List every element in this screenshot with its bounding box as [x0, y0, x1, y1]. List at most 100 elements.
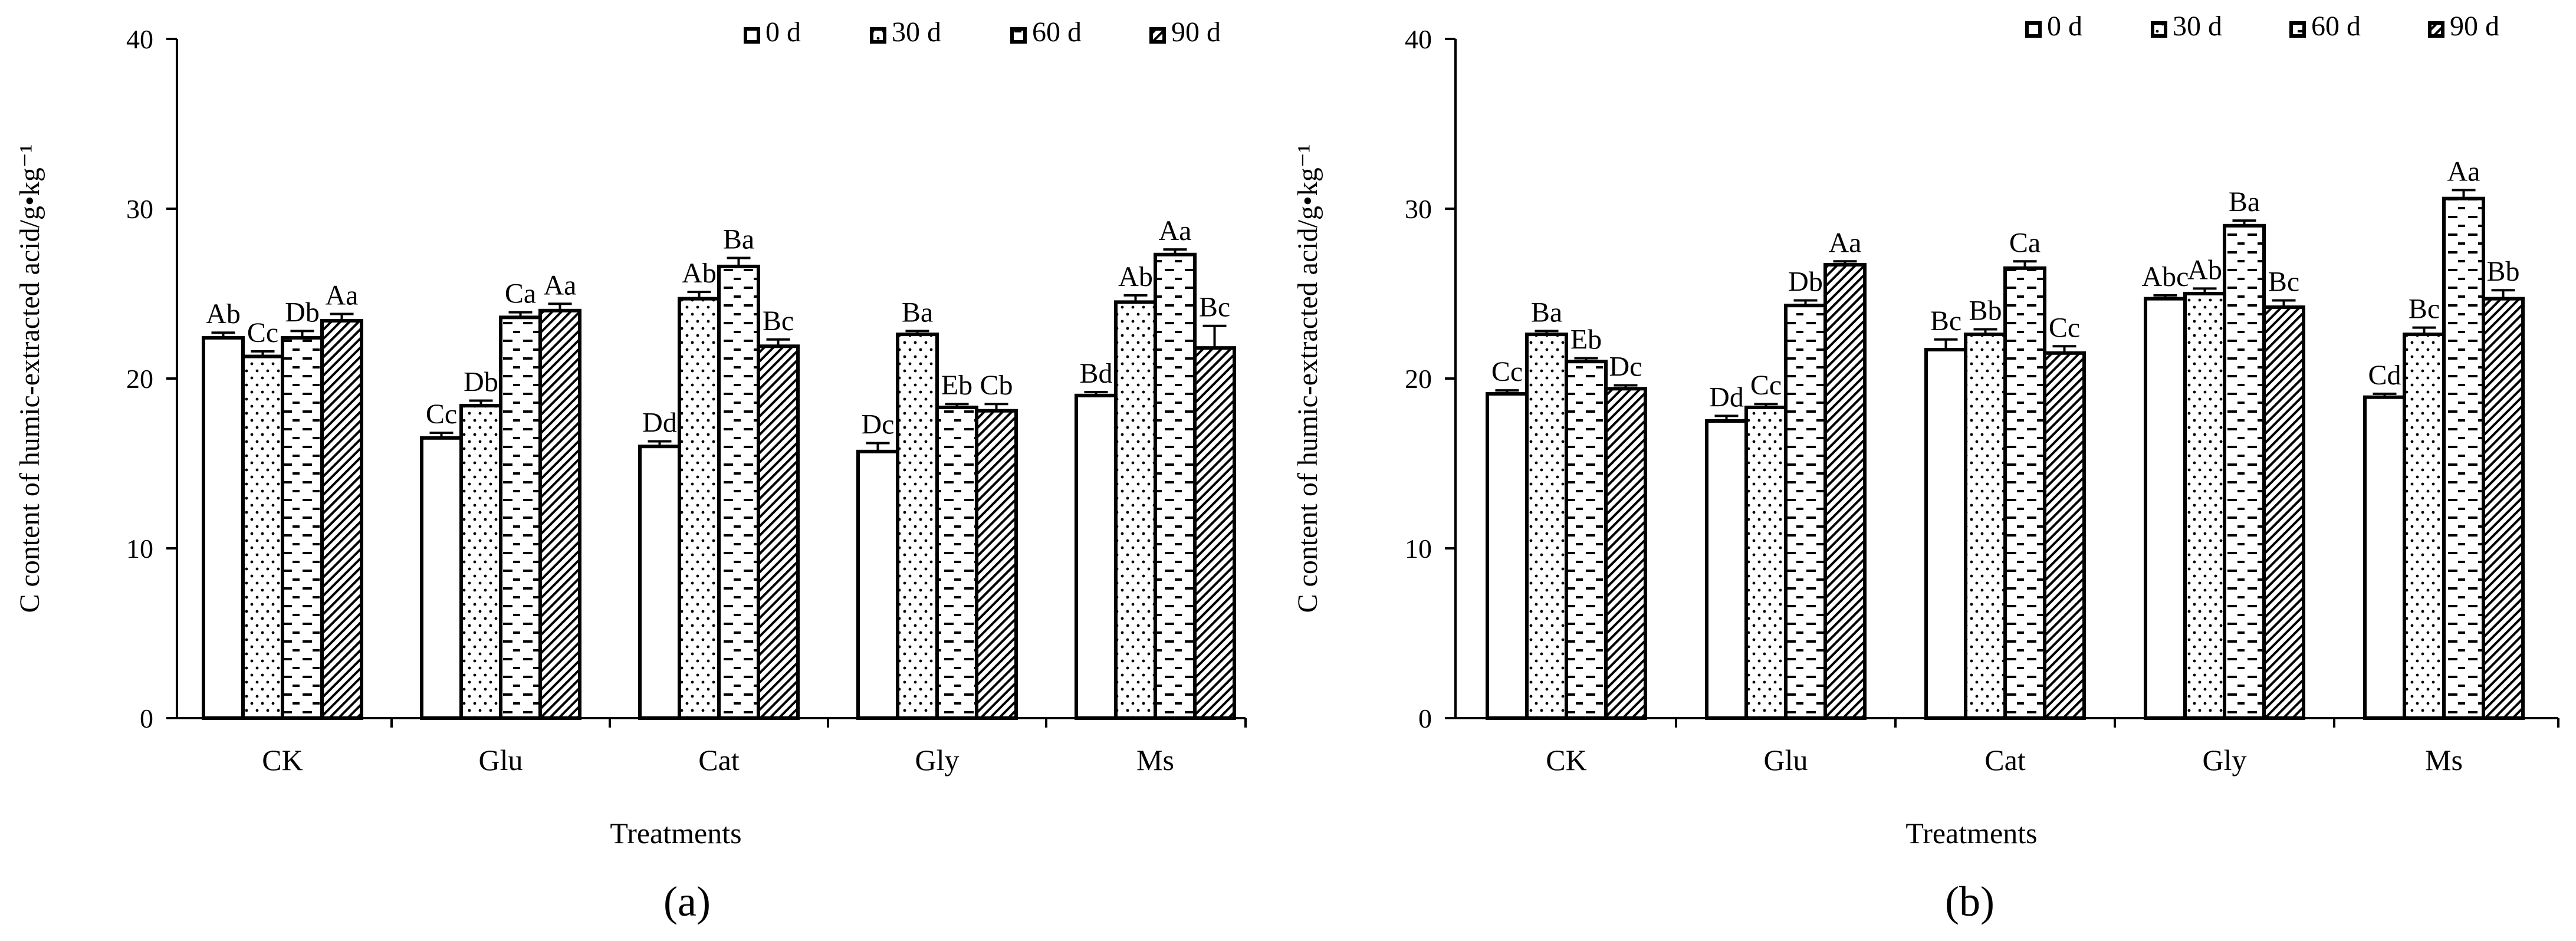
bar: [420, 436, 463, 720]
bar: [2442, 196, 2485, 720]
bar: [202, 335, 245, 720]
bar: [499, 315, 542, 720]
bar: [1823, 263, 1867, 720]
bar: [717, 264, 760, 720]
significance-label: Dc: [1609, 351, 1642, 383]
y-tick-label: 10: [1405, 534, 1432, 564]
bar: [281, 335, 324, 720]
significance-label: Dd: [1709, 381, 1744, 413]
bar: [1705, 419, 1748, 720]
legend-swatch: [2289, 21, 2306, 38]
bar: [638, 445, 681, 720]
significance-label: Bc: [2409, 294, 2440, 325]
legend-label: 60 d: [2311, 11, 2361, 42]
bar: [1193, 346, 1236, 720]
bar: [975, 409, 1018, 720]
x-axis-title: Treatments: [1905, 817, 2037, 850]
y-tick-label: 40: [1405, 24, 1432, 54]
y-tick-label: 0: [140, 703, 153, 733]
significance-label: Cc: [2049, 312, 2080, 343]
bar: [1604, 387, 1647, 720]
significance-label: Cd: [2368, 360, 2401, 391]
significance-label: Cb: [980, 370, 1013, 401]
bar: [1486, 391, 1529, 720]
y-tick-label: 30: [1405, 194, 1432, 224]
category-label: Cat: [1984, 743, 2026, 777]
bar: [2144, 297, 2187, 720]
bar: [1565, 360, 1608, 720]
significance-label: Bc: [1199, 292, 1230, 323]
significance-label: Dd: [642, 407, 677, 439]
bar: [896, 333, 939, 720]
category-label: Glu: [1764, 743, 1808, 777]
significance-label: Ca: [2009, 227, 2041, 258]
legend-swatch: [2025, 21, 2042, 38]
legend-label: 60 d: [1032, 17, 1082, 48]
bar: [320, 319, 363, 720]
bar: [1964, 333, 2007, 720]
category-label: Ms: [1136, 743, 1174, 777]
legend-label: 0 d: [2047, 11, 2082, 42]
category-label: Glu: [479, 743, 523, 777]
y-tick-label: 20: [1405, 364, 1432, 394]
significance-label: Cc: [1491, 356, 1523, 387]
x-axis-title: Treatments: [610, 817, 741, 850]
bar: [2003, 266, 2046, 720]
significance-label: Ab: [2187, 254, 2222, 285]
significance-label: Eb: [941, 370, 972, 401]
category-label: CK: [1546, 743, 1586, 777]
significance-label: Cc: [247, 317, 278, 348]
legend-swatch: [2428, 21, 2444, 38]
bar: [241, 354, 284, 720]
significance-label: Ca: [505, 278, 536, 310]
panel-label: (a): [663, 878, 711, 925]
significance-label: Aa: [326, 280, 359, 311]
category-label: Ms: [2425, 743, 2463, 777]
bar: [2482, 297, 2525, 720]
legend-swatch: [1149, 27, 1166, 44]
y-tick-label: 10: [126, 534, 153, 564]
significance-label: Bb: [1969, 295, 2002, 326]
significance-label: Bc: [763, 305, 794, 337]
significance-label: Aa: [2447, 156, 2480, 187]
bar: [538, 308, 581, 720]
bar: [935, 405, 978, 720]
panel-label: (b): [1945, 878, 1995, 925]
bar: [1924, 348, 1967, 720]
bar: [678, 297, 721, 720]
category-label: Cat: [698, 743, 740, 777]
bar: [2363, 395, 2406, 720]
category-label: CK: [262, 743, 303, 777]
legend-swatch: [744, 27, 760, 44]
y-tick-label: 0: [1418, 703, 1432, 733]
y-tick-label: 40: [126, 24, 153, 54]
bar: [1784, 304, 1827, 720]
bar: [1154, 252, 1197, 720]
bar: [1525, 333, 1568, 720]
significance-label: Abc: [2142, 261, 2189, 292]
significance-label: Cc: [1750, 370, 1782, 401]
significance-label: Ba: [902, 297, 933, 328]
significance-label: Aa: [1829, 227, 1862, 258]
bar: [1075, 393, 1118, 720]
legend-swatch: [870, 27, 886, 44]
significance-label: Ab: [1118, 261, 1153, 292]
significance-label: Cc: [426, 399, 457, 430]
legend-label: 90 d: [2450, 11, 2499, 42]
y-tick-label: 20: [126, 364, 153, 394]
bar: [2043, 351, 2086, 720]
bar: [856, 449, 899, 720]
significance-label: Aa: [544, 269, 577, 301]
significance-label: Bb: [2486, 256, 2519, 287]
significance-label: Db: [464, 366, 498, 397]
bar: [459, 404, 502, 720]
significance-label: Bc: [2268, 266, 2299, 298]
significance-label: Dc: [862, 409, 895, 440]
category-label: Gly: [2203, 743, 2247, 777]
significance-label: Ba: [2229, 186, 2260, 218]
y-axis-title: C content of humic-extracted acid/g•kg⁻¹: [14, 144, 45, 613]
significance-label: Ab: [682, 258, 717, 289]
